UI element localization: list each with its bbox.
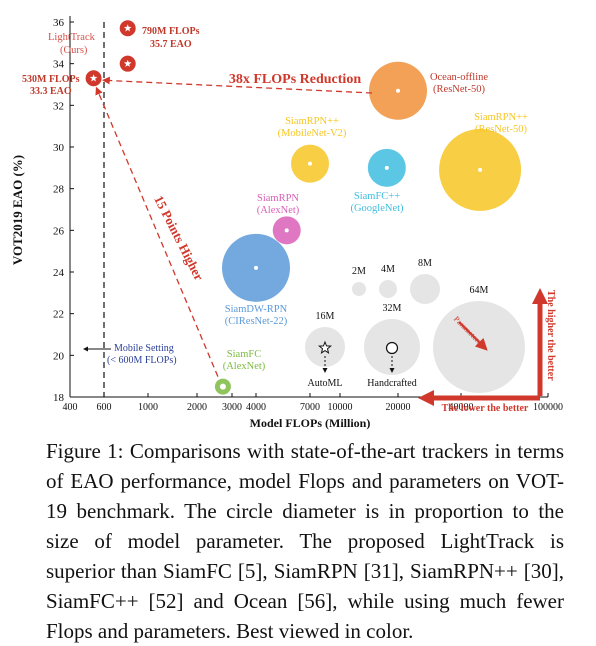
param-legend-label: 16M [316, 311, 335, 322]
lighttrack-star-icon [89, 74, 98, 82]
tracker-sublabel: (AlexNet) [223, 361, 266, 372]
tracker-name: SiamFC++ [354, 191, 400, 202]
y-tick-label: 36 [53, 17, 65, 29]
x-tick-label: 3000 [222, 402, 242, 413]
param-legend-bubble [379, 280, 397, 298]
lighttrack-name: LightTrack [48, 32, 96, 43]
param-legend-label: 2M [352, 266, 366, 277]
tracker-sublabel: (GoogleNet) [350, 203, 404, 214]
param-legend-bubble [433, 301, 525, 393]
flops-reduction-label: 38x FLOPs Reduction [229, 72, 361, 87]
flops-reduction-arrow [102, 76, 373, 94]
lighttrack-eao-label: 35.7 EAO [150, 39, 192, 50]
tracker-sublabel: (CIResNet-22) [225, 316, 288, 327]
y-tick-label: 28 [53, 184, 65, 196]
param-legend-label: 32M [383, 303, 402, 314]
automl-label: AutoML [308, 378, 343, 389]
tracker-sublabel: (AlexNet) [257, 205, 300, 216]
lighttrack-star-icon [123, 24, 132, 32]
y-tick-label: 22 [53, 309, 64, 321]
x-tick-label: 40000 [449, 402, 474, 413]
tracker-bubble-center [254, 265, 258, 270]
y-tick-label: 24 [53, 267, 65, 279]
y-tick-label: 32 [53, 100, 64, 112]
tracker-name: SiamFC [227, 349, 261, 360]
x-tick-label: 20000 [386, 402, 411, 413]
x-tick-label: 100000 [533, 402, 563, 413]
tracker-sublabel: (ResNet-50) [433, 84, 485, 95]
param-legend-bubble [410, 274, 440, 304]
x-tick-label: 7000 [300, 402, 320, 413]
tracker-bubble-center [478, 167, 483, 172]
x-tick-label: 10000 [328, 402, 353, 413]
tracker-name: SiamRPN [257, 193, 299, 204]
mobile-setting-label: Mobile Setting [114, 343, 174, 354]
handcrafted-circle-marker [385, 341, 399, 355]
tracker-name: SiamRPN++ [474, 112, 528, 123]
mobile-setting-sublabel: (< 600M FLOPs) [107, 355, 177, 366]
eao-flops-chart: 18 20 22 24 26 28 30 32 34 36 400 600 1000 2000 3000 40… [10, 16, 563, 430]
lower-better-label: The lower the better [442, 403, 529, 414]
param-legend-label: 64M [470, 285, 489, 296]
x-tick-label: 400 [63, 402, 78, 413]
lighttrack-ours: (Ours) [60, 45, 88, 56]
tracker-sublabel: (MobileNet-V2) [278, 128, 347, 139]
higher-better-label: The higher the better [545, 290, 556, 381]
tracker-sublabel: (ResNet-50) [475, 124, 527, 135]
tracker-bubble-center [384, 165, 389, 170]
tracker-name: SiamRPN++ [285, 116, 339, 127]
y-tick-label: 18 [53, 392, 65, 404]
x-tick-label: 4000 [246, 402, 266, 413]
parameters-arrow [458, 321, 488, 351]
tracker-bubble-center [308, 161, 312, 166]
tracker-bubble-center [396, 88, 400, 93]
lighttrack-flops-label: 790M FLOPs [142, 26, 200, 37]
x-axis-label: Model FLOPs (Million) [250, 416, 371, 430]
tracker-bubble-center [219, 383, 226, 390]
lighttrack-flops-label: 530M FLOPs [22, 74, 80, 85]
param-legend-label: 8M [418, 258, 432, 269]
y-tick-label: 26 [53, 225, 65, 237]
figure-caption: Figure 1: Comparisons with state-of-the-… [46, 439, 564, 643]
param-legend-bubble [352, 282, 366, 296]
y-axis-label: VOT2019 EAO (%) [10, 155, 25, 265]
param-legend-label: 4M [381, 264, 395, 275]
automl-star-marker [318, 340, 332, 355]
y-tick-label: 20 [53, 350, 65, 362]
x-tick-label: 600 [97, 402, 112, 413]
lighttrack-star-icon [123, 59, 132, 67]
y-tick-label: 34 [53, 59, 65, 71]
handcrafted-label: Handcrafted [367, 378, 416, 389]
tracker-name: SiamDW-RPN [225, 304, 288, 315]
x-tick-label: 2000 [187, 402, 207, 413]
tracker-bubble-center [284, 228, 289, 233]
points-higher-arrow [95, 86, 219, 377]
y-tick-label: 30 [53, 142, 65, 154]
x-tick-label: 1000 [138, 402, 158, 413]
lighttrack-eao-label: 33.3 EAO [30, 86, 72, 97]
tracker-name: Ocean-offline [430, 72, 488, 83]
